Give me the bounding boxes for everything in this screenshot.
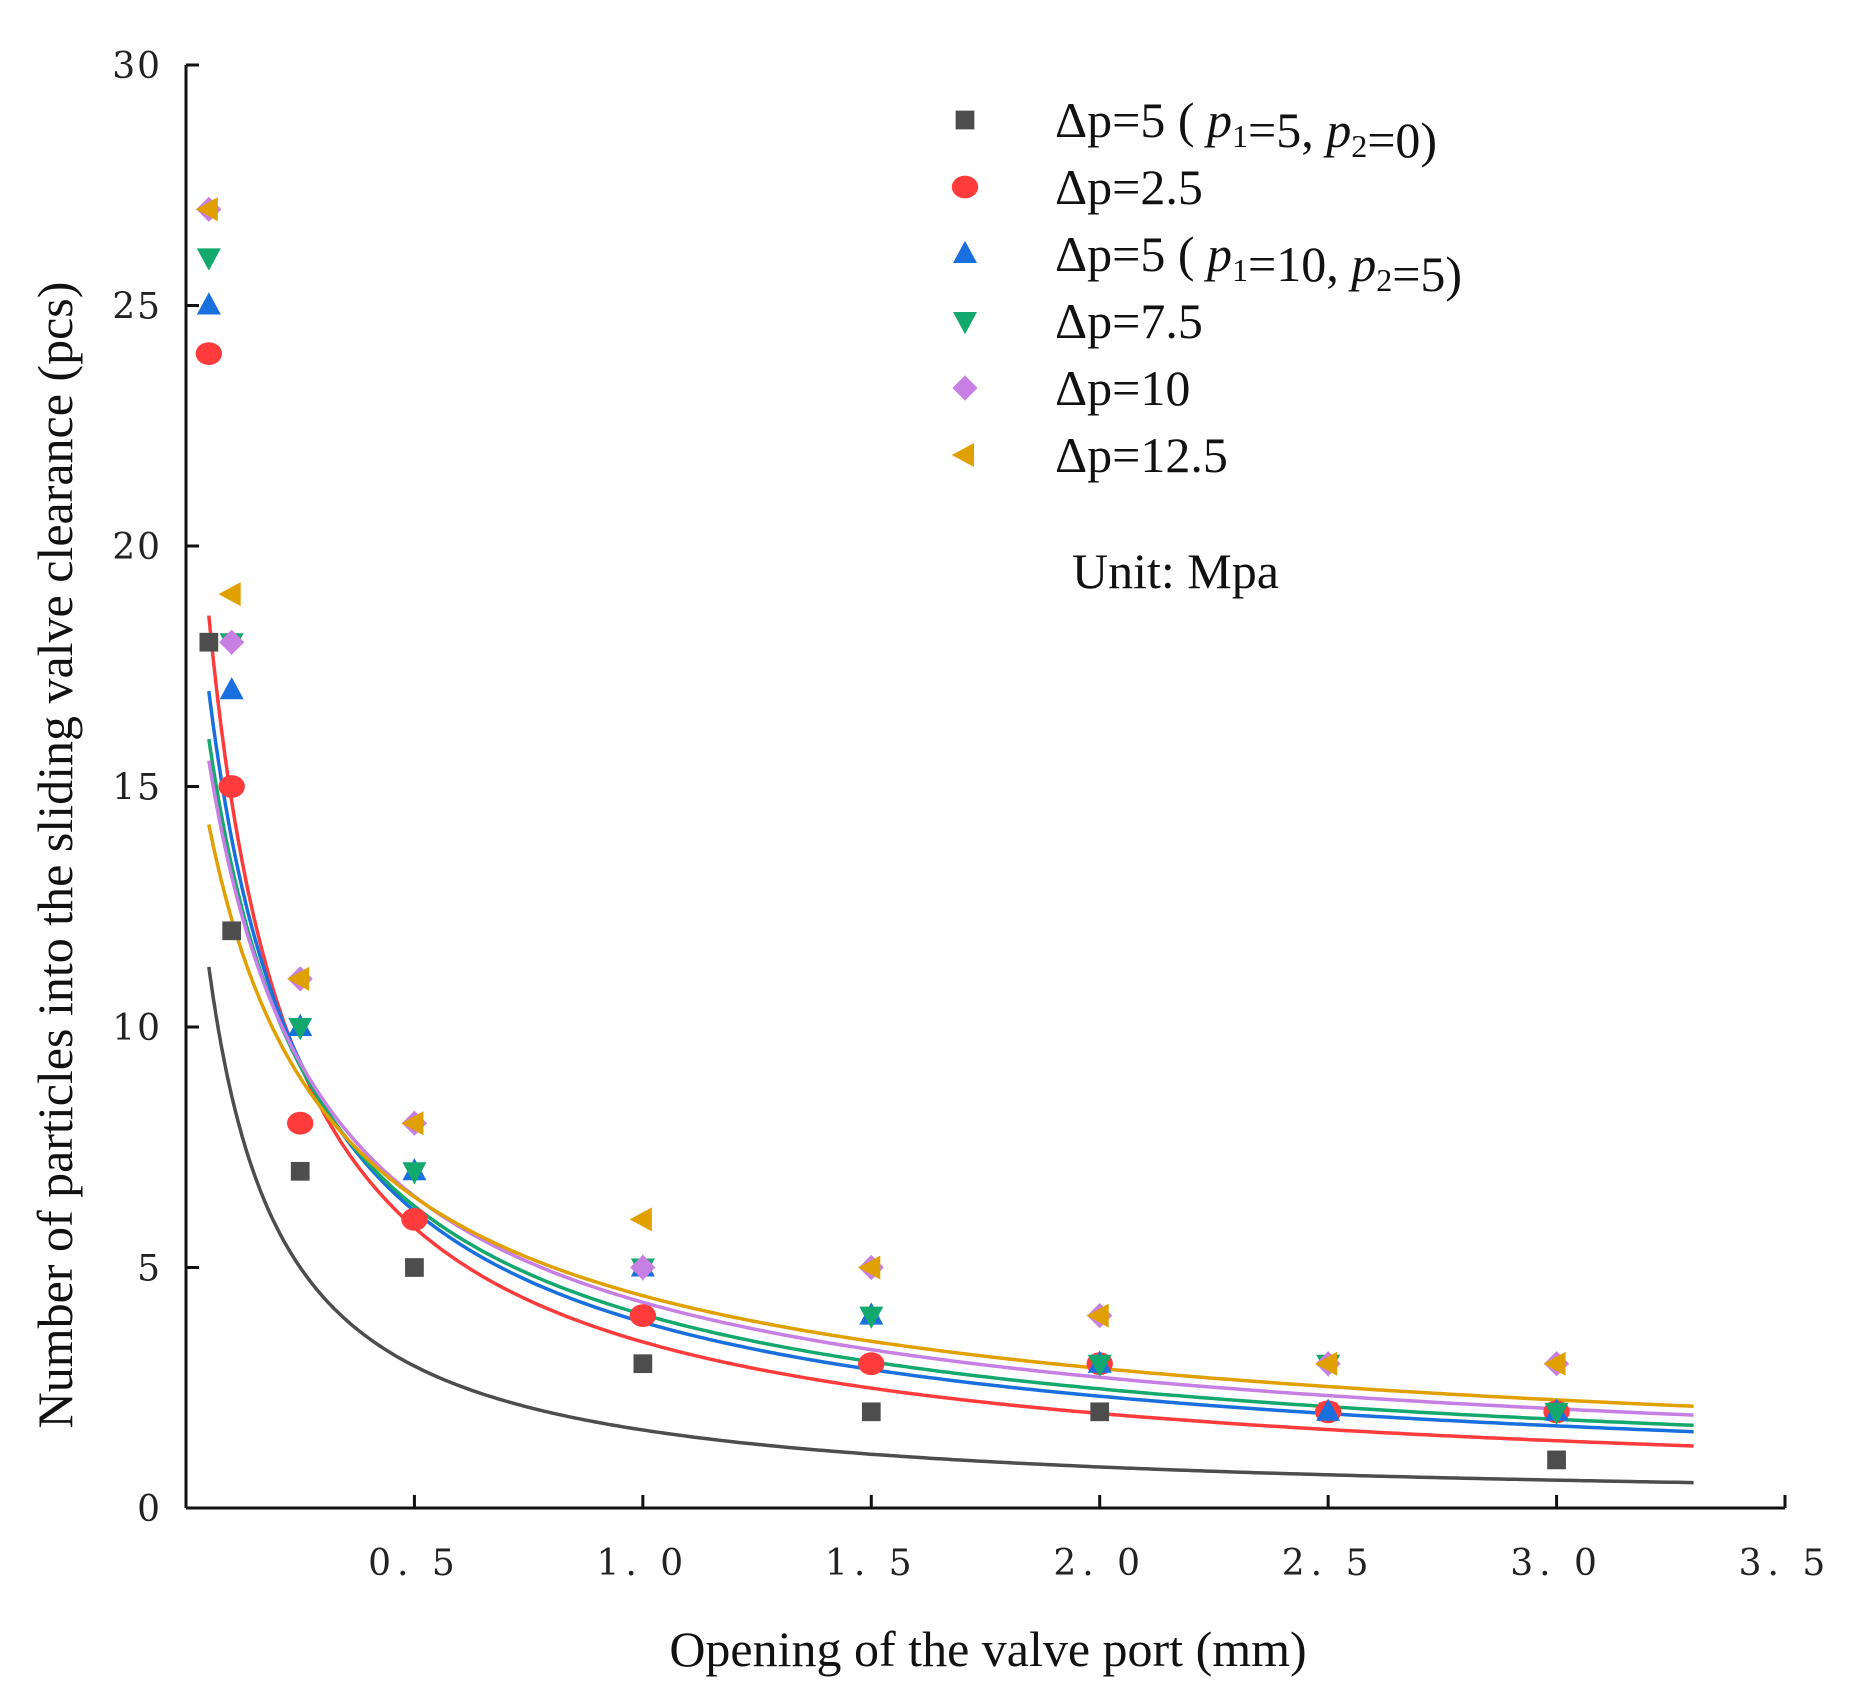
data-point-1 xyxy=(405,1258,424,1277)
fit-curve-4 xyxy=(207,738,1694,1428)
data-point-1 xyxy=(290,1161,310,1181)
legend-label: Δp=10 xyxy=(1055,360,1190,416)
fit-curve-2 xyxy=(207,615,1694,1448)
data-point-6 xyxy=(218,582,241,607)
y-tick-label: 20 xyxy=(112,527,162,568)
x-tick-label: 1. 0 xyxy=(597,1543,690,1584)
data-point-3 xyxy=(196,292,221,315)
data-point-4 xyxy=(196,248,221,271)
data-point-4 xyxy=(1544,1402,1569,1425)
data-point-1 xyxy=(199,632,219,652)
y-tick-label: 0 xyxy=(137,1489,162,1530)
legend-marker xyxy=(953,312,977,335)
data-points xyxy=(195,196,1570,1470)
legend-item-3: Δp=5 ( p1=10, p2=5) xyxy=(953,226,1462,302)
legend-label: Δp=7.5 xyxy=(1055,293,1203,349)
fit-curve-3 xyxy=(207,690,1694,1434)
data-point-2 xyxy=(218,775,245,798)
legend-label: Δp=12.5 xyxy=(1055,427,1228,483)
x-axis-title: Opening of the valve port (mm) xyxy=(669,1621,1306,1677)
data-point-6 xyxy=(1086,1303,1109,1328)
y-tick-label: 30 xyxy=(112,46,162,87)
data-point-1 xyxy=(222,921,242,941)
data-point-1 xyxy=(1547,1450,1566,1470)
data-point-6 xyxy=(858,1255,881,1280)
data-point-4 xyxy=(402,1162,427,1185)
data-point-5 xyxy=(219,629,245,655)
data-point-2 xyxy=(401,1208,428,1231)
x-tick-label: 2. 5 xyxy=(1282,1543,1375,1584)
data-point-6 xyxy=(287,966,310,991)
data-point-1 xyxy=(633,1354,653,1374)
fit-curves xyxy=(207,615,1694,1485)
legend-label: Δp=2.5 xyxy=(1055,159,1203,215)
data-point-5 xyxy=(630,1254,656,1281)
y-tick-label: 15 xyxy=(112,768,162,809)
axes: 0. 5 1. 0 1. 5 2. 0 2. 5 3. 0 3. 5 0 5 10 15 20 25 30 xyxy=(112,46,1832,1584)
fit-curve-5 xyxy=(207,760,1694,1417)
data-point-4 xyxy=(1087,1354,1112,1377)
data-point-6 xyxy=(1314,1351,1338,1376)
x-tick-label: 3. 5 xyxy=(1739,1543,1832,1584)
legend-marker xyxy=(953,240,977,263)
x-tick-label: 1. 5 xyxy=(825,1543,918,1584)
legend-marker xyxy=(952,375,978,401)
legend-item-5: Δp=10 xyxy=(952,360,1190,416)
legend-item-6: Δp=12.5 xyxy=(951,427,1228,483)
data-point-6 xyxy=(401,1111,424,1136)
legend-marker xyxy=(955,110,975,130)
legend-marker xyxy=(951,443,974,467)
legend-item-4: Δp=7.5 xyxy=(953,293,1203,349)
legend-label: Δp=5 ( p1=10, p2=5) xyxy=(1055,226,1462,302)
data-point-2 xyxy=(195,342,223,365)
x-tick-label: 2. 0 xyxy=(1053,1543,1146,1584)
fit-curve-1 xyxy=(207,966,1694,1485)
y-tick-label: 25 xyxy=(112,287,162,328)
fit-curve-6 xyxy=(207,824,1694,1409)
data-point-6 xyxy=(1543,1351,1566,1376)
legend-marker xyxy=(951,175,979,199)
y-axis-title: Number of particles into the sliding val… xyxy=(27,282,83,1429)
legend-item-1: Δp=5 ( p1=5, p2=0) xyxy=(955,92,1437,168)
y-tick-label: 10 xyxy=(112,1008,162,1049)
unit-note: Unit: Mpa xyxy=(1072,543,1279,599)
legend: Δp=5 ( p1=5, p2=0)Δp=2.5 Δp=5 ( p1=10, p2… xyxy=(951,92,1462,483)
legend-item-2: Δp=2.5 xyxy=(951,159,1203,215)
x-tick-label: 0. 5 xyxy=(368,1543,461,1584)
data-point-6 xyxy=(629,1207,652,1232)
data-point-6 xyxy=(195,197,218,222)
data-point-3 xyxy=(219,677,244,700)
data-point-4 xyxy=(288,1018,313,1041)
data-point-2 xyxy=(858,1352,885,1376)
data-point-4 xyxy=(859,1306,884,1329)
data-point-2 xyxy=(629,1304,657,1327)
data-point-2 xyxy=(287,1111,314,1135)
data-point-3 xyxy=(1316,1398,1341,1421)
y-tick-label: 5 xyxy=(137,1249,162,1290)
legend-label: Δp=5 ( p1=5, p2=0) xyxy=(1055,92,1437,168)
data-point-1 xyxy=(1090,1402,1110,1422)
data-point-1 xyxy=(861,1402,881,1422)
x-tick-label: 3. 0 xyxy=(1510,1543,1603,1584)
